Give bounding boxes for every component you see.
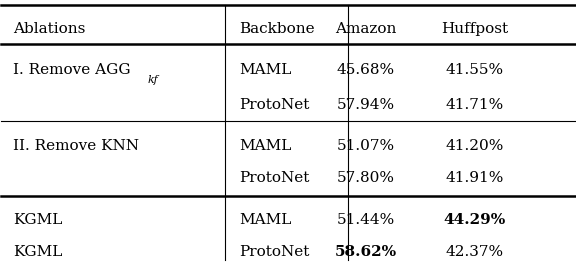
Text: 42.37%: 42.37% [445,245,503,259]
Text: MAML: MAML [239,213,291,227]
Text: 41.91%: 41.91% [445,171,503,185]
Text: 57.80%: 57.80% [336,171,395,185]
Text: Huffpost: Huffpost [441,21,508,36]
Text: 58.62%: 58.62% [334,245,396,259]
Text: I. Remove AGG: I. Remove AGG [13,63,131,77]
Text: KGML: KGML [13,213,62,227]
Text: II. Remove KNN: II. Remove KNN [13,139,139,153]
Text: MAML: MAML [239,139,291,153]
Text: MAML: MAML [239,63,291,77]
Text: 51.44%: 51.44% [336,213,395,227]
Text: ProtoNet: ProtoNet [239,245,310,259]
Text: 41.20%: 41.20% [445,139,503,153]
Text: Backbone: Backbone [239,21,315,36]
Text: Amazon: Amazon [335,21,396,36]
Text: 41.71%: 41.71% [445,98,503,112]
Text: kf: kf [147,75,158,85]
Text: KGML: KGML [13,245,62,259]
Text: 45.68%: 45.68% [336,63,395,77]
Text: 51.07%: 51.07% [336,139,395,153]
Text: Ablations: Ablations [13,21,85,36]
Text: ProtoNet: ProtoNet [239,171,310,185]
Text: 41.55%: 41.55% [445,63,503,77]
Text: 44.29%: 44.29% [443,213,505,227]
Text: ProtoNet: ProtoNet [239,98,310,112]
Text: 57.94%: 57.94% [336,98,395,112]
